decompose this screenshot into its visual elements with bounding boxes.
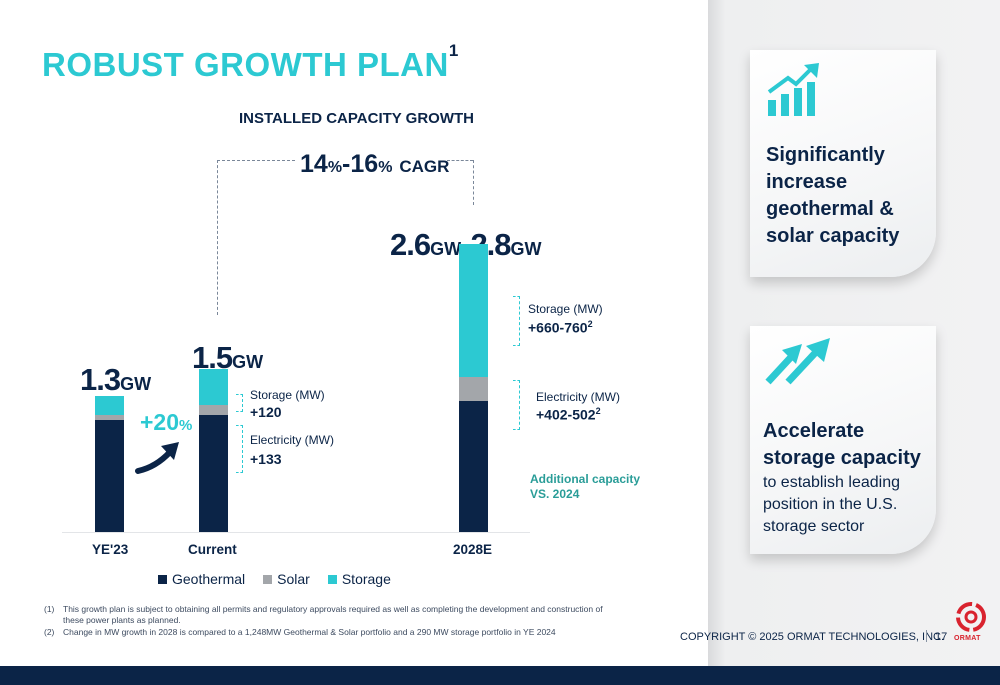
total-unit: GW xyxy=(430,239,462,259)
growth-percentage: +20% xyxy=(140,409,192,436)
e2028-electricity-bracket xyxy=(513,380,520,430)
total-value: 2.6 xyxy=(390,227,431,262)
card2-text-line-2: position in the U.S. xyxy=(763,496,898,513)
card2-text-line-3: storage sector xyxy=(763,518,865,535)
e2028-storage-number: +660-760 xyxy=(528,319,588,336)
total-unit: GW xyxy=(120,374,152,394)
total-value: 1.5 xyxy=(192,340,233,375)
legend-label-storage: Storage xyxy=(341,571,391,587)
card2-text: to establish leading position in the U.S… xyxy=(763,472,900,538)
e2028-storage-label: Storage (MW) xyxy=(528,302,603,316)
bar-segment-storage-3 xyxy=(459,244,488,377)
bar-segment-storage-2 xyxy=(199,369,228,406)
current-storage-label: Storage (MW) xyxy=(250,388,325,402)
additional-capacity-note: Additional capacity VS. 2024 xyxy=(530,472,640,502)
e2028-electricity-footnote-ref: 2 xyxy=(595,406,601,416)
ormat-logo-text: ORMAT xyxy=(954,635,981,642)
double-arrow-up-icon xyxy=(765,338,830,385)
e2028-storage-value: +660-7602 xyxy=(528,319,593,336)
bar-segment-solar-3 xyxy=(459,376,488,401)
cagr-low: 14 xyxy=(300,150,328,178)
ormat-logo-icon xyxy=(956,602,986,632)
cagr-connector-right-top xyxy=(447,160,473,161)
bar-segment-geothermal-1 xyxy=(95,420,124,532)
growth-arrow-icon xyxy=(135,442,179,474)
legend-swatch-storage xyxy=(327,574,337,584)
e2028-electricity-value: +402-5022 xyxy=(536,406,601,423)
card-geothermal-solar: Significantly increase geothermal & sola… xyxy=(750,50,936,277)
current-electricity-value: +133 xyxy=(250,451,282,467)
card1-heading-line-2: increase xyxy=(766,171,848,193)
page-number: 17 xyxy=(935,631,948,643)
cagr-high-unit: % xyxy=(378,159,393,176)
footnote-number: (1) xyxy=(44,604,55,614)
cagr-high: 16 xyxy=(350,150,379,178)
title-footnote-ref: 1 xyxy=(448,41,459,60)
card1-heading-line-4: solar capacity xyxy=(766,225,900,247)
chart-baseline xyxy=(62,532,530,533)
cagr-text: CAGR xyxy=(399,157,450,176)
current-electricity-label: Electricity (MW) xyxy=(250,433,334,447)
footnote-2: (2) Change in MW growth in 2028 is compa… xyxy=(44,627,604,638)
additional-line-1: Additional capacity xyxy=(530,472,641,486)
legend-item-storage: Storage xyxy=(327,571,391,587)
cagr-connector-right-vertical xyxy=(473,160,474,205)
bar-segment-geothermal-3 xyxy=(459,400,488,532)
page-title-text: ROBUST GROWTH PLAN xyxy=(42,46,449,83)
bar-segment-geothermal-2 xyxy=(199,414,228,532)
category-label-current: Current xyxy=(188,542,237,557)
card1-heading-line-1: Significantly xyxy=(766,144,885,166)
footer-bar xyxy=(0,666,1000,685)
card-storage: Accelerate storage capacity to establish… xyxy=(750,326,936,554)
e2028-electricity-number: +402-502 xyxy=(536,406,596,423)
bar-segment-solar-2 xyxy=(199,405,228,415)
bar-segment-solar-1 xyxy=(95,414,124,421)
e2028-storage-footnote-ref: 2 xyxy=(587,319,593,329)
cagr-connector-left-vertical xyxy=(217,160,218,315)
e2028-electricity-label: Electricity (MW) xyxy=(536,390,620,404)
legend-item-solar: Solar xyxy=(263,571,310,587)
footnote-number: (2) xyxy=(44,627,55,637)
card1-heading: Significantly increase geothermal & sola… xyxy=(766,142,899,250)
total-unit: GW xyxy=(232,352,264,372)
current-storage-value: +120 xyxy=(250,404,282,420)
total-unit-2: GW xyxy=(510,239,542,259)
footnotes: (1) This growth plan is subject to obtai… xyxy=(44,604,604,639)
card1-heading-line-3: geothermal & xyxy=(766,198,894,220)
total-label-current: 1.5GW xyxy=(192,340,263,376)
chart-legend: Geothermal Solar Storage xyxy=(158,571,391,587)
legend-label-geothermal: Geothermal xyxy=(172,571,246,587)
card2-heading-line-1: Accelerate xyxy=(763,420,865,442)
footnote-text: This growth plan is subject to obtaining… xyxy=(63,604,603,625)
current-electricity-bracket xyxy=(236,425,243,473)
additional-line-2: VS. 2024 xyxy=(530,487,580,501)
total-value: 1.3 xyxy=(80,362,121,397)
current-storage-bracket xyxy=(236,394,243,412)
category-label-ye23: YE'23 xyxy=(92,542,129,557)
bar-chart-growth-icon xyxy=(767,63,819,116)
page-title: ROBUST GROWTH PLAN1 xyxy=(42,41,459,84)
e2028-storage-bracket xyxy=(513,296,520,346)
footer-separator xyxy=(926,630,927,642)
card2-text-line-1: to establish leading xyxy=(763,474,900,491)
card2-heading-line-2: storage capacity xyxy=(763,447,921,469)
legend-item-geothermal: Geothermal xyxy=(158,571,245,587)
legend-label-solar: Solar xyxy=(277,571,310,587)
card2-heading: Accelerate storage capacity xyxy=(763,418,921,472)
chart-title: INSTALLED CAPACITY GROWTH xyxy=(239,110,474,127)
legend-swatch-geothermal xyxy=(158,574,167,584)
footnote-1: (1) This growth plan is subject to obtai… xyxy=(44,604,604,626)
footnote-text: Change in MW growth in 2028 is compared … xyxy=(63,627,556,637)
cagr-label: 14%-16% CAGR xyxy=(300,150,450,178)
cagr-low-unit: % xyxy=(327,159,343,176)
bar-segment-storage-1 xyxy=(95,396,124,415)
cagr-connector-left-top xyxy=(217,160,295,161)
category-label-2028e: 2028E xyxy=(453,542,493,557)
growth-value: +20 xyxy=(140,409,180,435)
total-label-ye23: 1.3GW xyxy=(80,362,151,398)
copyright-text: COPYRIGHT © 2025 ORMAT TECHNOLOGIES, INC… xyxy=(680,631,945,643)
growth-unit: % xyxy=(179,417,193,434)
legend-swatch-solar xyxy=(263,574,273,584)
